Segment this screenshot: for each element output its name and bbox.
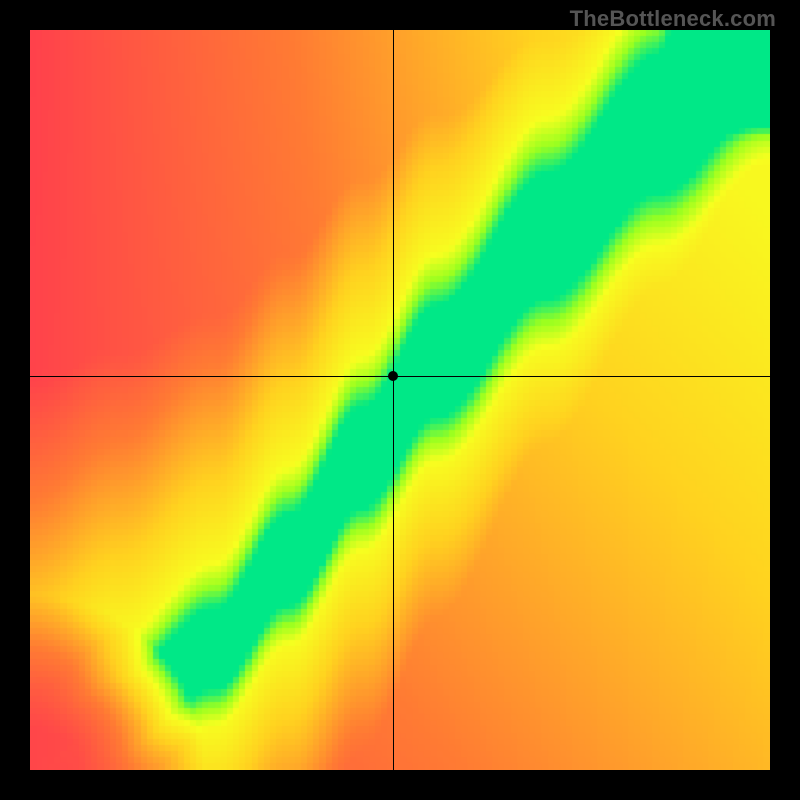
heatmap-plot: [30, 30, 770, 770]
crosshair-horizontal: [30, 376, 770, 377]
crosshair-vertical: [393, 30, 394, 770]
watermark-text: TheBottleneck.com: [570, 6, 776, 32]
figure-container: TheBottleneck.com: [0, 0, 800, 800]
crosshair-marker: [388, 371, 398, 381]
